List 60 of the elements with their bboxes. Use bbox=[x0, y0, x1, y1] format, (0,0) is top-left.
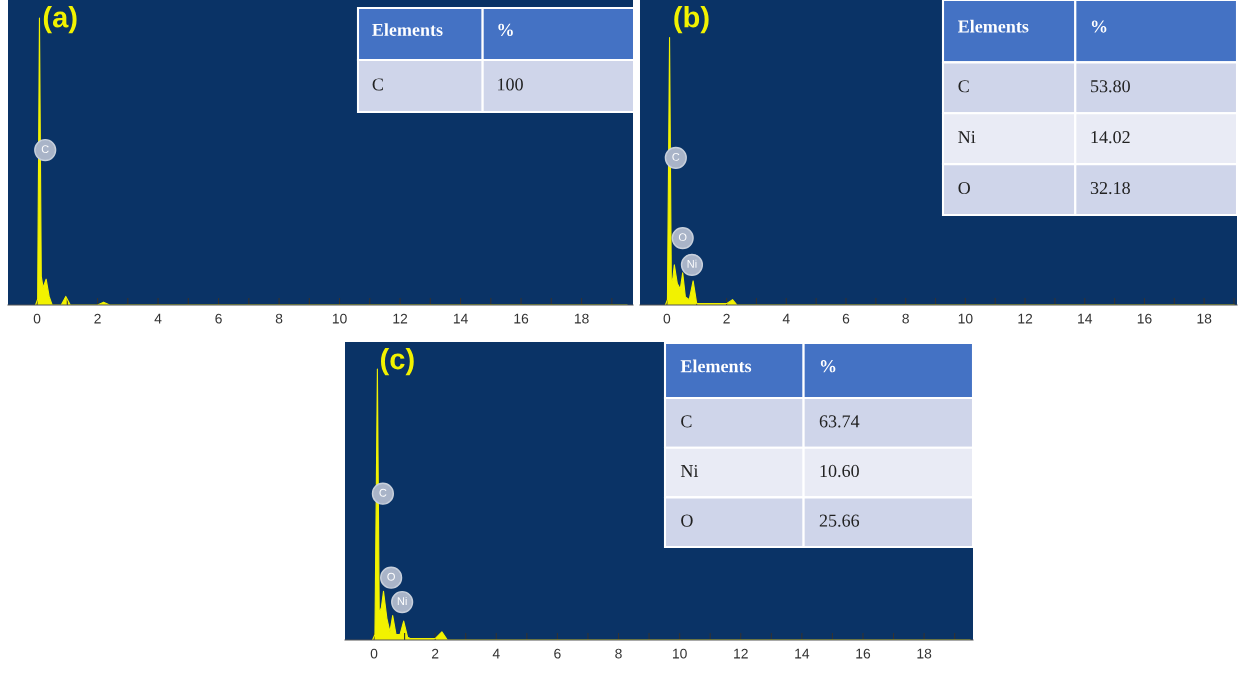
x-tick-label: 2 bbox=[431, 648, 439, 659]
annotation: Ni bbox=[687, 259, 697, 268]
chart-title: (c) bbox=[380, 347, 414, 376]
annotation: 14.02 bbox=[1091, 131, 1130, 144]
annotation: C bbox=[681, 415, 692, 428]
annotation: Elements bbox=[680, 359, 752, 373]
annotation: 32.18 bbox=[1090, 181, 1130, 195]
text: % bbox=[1091, 20, 1107, 33]
annotation: O bbox=[387, 572, 395, 581]
x-tick-label: 12 bbox=[734, 648, 748, 659]
annotation: O bbox=[678, 233, 687, 242]
annotation: Elements bbox=[372, 23, 443, 36]
x-tick-label: 10 bbox=[332, 313, 347, 324]
x-tick-label: 8 bbox=[275, 313, 283, 324]
x-tick-label: 4 bbox=[492, 648, 500, 659]
x-tick-label: 0 bbox=[663, 313, 671, 324]
x-tick-label: 14 bbox=[453, 313, 468, 324]
x-tick-label: 2 bbox=[723, 313, 730, 324]
x-tick-label: 8 bbox=[615, 648, 622, 659]
x-tick-label: 18 bbox=[1197, 313, 1212, 324]
annotation: C bbox=[672, 152, 680, 161]
x-tick-label: 4 bbox=[154, 313, 162, 324]
x-tick-label: 6 bbox=[842, 313, 850, 324]
x-tick-label: 6 bbox=[554, 648, 561, 659]
annotation: 10.60 bbox=[820, 464, 859, 478]
x-tick-label: 8 bbox=[902, 313, 909, 324]
chart-title: (b) bbox=[674, 6, 709, 34]
annotation: Ni bbox=[958, 131, 976, 144]
annotation: C bbox=[379, 488, 387, 497]
annotation: 53.80 bbox=[1091, 80, 1130, 93]
x-tick-label: 16 bbox=[856, 648, 871, 659]
annotation: C bbox=[372, 78, 383, 91]
x-tick-label: 6 bbox=[215, 313, 222, 324]
x-tick-label: 0 bbox=[370, 648, 378, 659]
x-tick-label: 12 bbox=[393, 313, 408, 324]
x-tick-label: 10 bbox=[958, 313, 973, 324]
annotation: 100 bbox=[498, 78, 523, 91]
x-tick-label: 16 bbox=[514, 313, 529, 324]
x-tick-label: 18 bbox=[917, 648, 932, 659]
x-tick-label: 12 bbox=[1018, 313, 1033, 324]
x-tick-label: 18 bbox=[574, 313, 589, 324]
annotation: O bbox=[681, 514, 693, 527]
x-tick-label: 14 bbox=[1078, 313, 1093, 324]
annotation: C bbox=[958, 80, 969, 93]
annotation: % bbox=[498, 23, 513, 36]
annotation: O bbox=[958, 181, 970, 195]
chart-title: (a) bbox=[43, 6, 77, 34]
annotation: 63.74 bbox=[819, 415, 860, 428]
x-tick-label: 14 bbox=[795, 648, 810, 659]
x-tick-label: 16 bbox=[1137, 313, 1152, 324]
annotation: C bbox=[41, 145, 49, 154]
annotation: 25.66 bbox=[819, 514, 860, 527]
annotation: Ni bbox=[680, 464, 699, 477]
annotation: % bbox=[820, 360, 836, 373]
x-tick-label: 0 bbox=[33, 313, 41, 324]
x-tick-label: 2 bbox=[94, 313, 101, 324]
text: Elements bbox=[958, 19, 1029, 33]
annotation: Ni bbox=[397, 596, 407, 605]
x-tick-label: 4 bbox=[782, 313, 790, 324]
x-tick-label: 10 bbox=[672, 648, 687, 659]
